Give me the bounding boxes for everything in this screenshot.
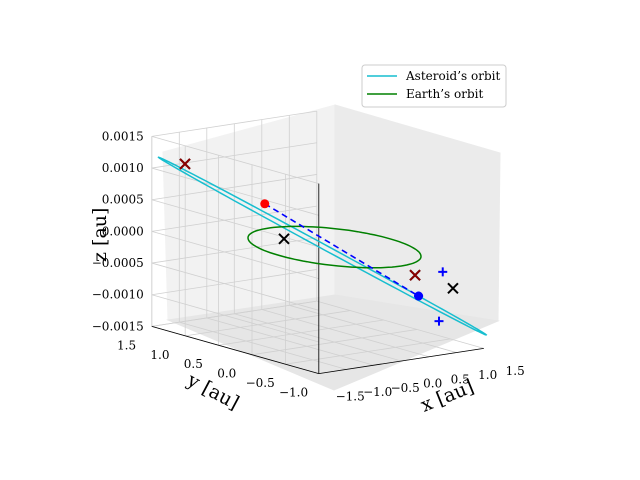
legend-frame [361,64,507,108]
x-tick-label: 0.0 [423,377,442,391]
y-tick-label: −1.0 [279,386,308,400]
grid-z-side [151,262,319,311]
marker-x [447,282,459,294]
grid-z-back [151,205,317,232]
x-tick-label: 1.5 [506,364,525,378]
marker-dot [414,291,424,301]
grid-z-side [151,294,319,343]
z-tick-label: 0.0010 [102,161,144,175]
grid-z-back [151,110,317,137]
marker-dot [260,199,270,209]
grid-x-floor [316,300,484,349]
plot-area [157,156,488,336]
grid-y-floor [218,319,384,346]
tick-labels: −1.5−1.0−0.5 0.0 0.5 1.0 1.5−1.0−0.50.00.51.… [92,129,525,403]
grid-z-side [151,231,319,280]
x-tick-label: 0.5 [451,372,470,386]
z-tick-label: 0.0005 [102,193,144,207]
marker-x [409,269,421,281]
y-tick-label: −0.5 [246,376,275,390]
marker-plus [434,316,444,326]
z-axis-label: z [au] [89,208,111,262]
grid-z-back [151,237,317,264]
axis-lines [151,183,484,375]
grid-y-floor [251,329,418,356]
marker-x [179,158,191,170]
grid-y-floor [185,310,351,337]
x-axis-line [318,347,484,375]
marker-plus [438,267,448,277]
z-tick-label: −0.0005 [92,256,144,270]
x-tick-label: 1.0 [478,368,497,382]
z-tick-label: −0.0010 [92,288,144,302]
grid-z-side [151,167,319,216]
z-tick-label: −0.0015 [92,319,144,333]
grid-z-side [151,199,319,248]
z-tick-label: 0.0015 [102,129,144,143]
marker-x [278,233,290,245]
y-tick-label: 0.0 [217,367,236,381]
legend-label-earth: Earth’s orbit [406,87,483,101]
y-tick-label: 0.5 [184,357,203,371]
z-tick-label: 0.0000 [102,224,144,238]
x-tick-label: −1.0 [363,385,392,399]
grid-z-back [151,174,317,201]
grid-z-back [151,300,317,327]
grid-x-floor [206,317,374,366]
grid-x-floor [261,309,429,358]
grid-z-side [151,136,319,185]
legend: Asteroid’s orbit Earth’s orbit [361,64,507,108]
y-axis-line [151,326,319,375]
x-tick-label: −0.5 [391,381,420,395]
legend-label-asteroid: Asteroid’s orbit [405,69,500,83]
grid-z-back [151,269,317,296]
grid-x-floor [289,304,457,353]
back-pane-xz [334,104,501,322]
grid-y-floor [285,338,451,365]
x-tick-label: −1.5 [336,389,365,403]
y-tick-label: 1.0 [150,348,169,362]
y-tick-label: 1.5 [117,338,136,352]
grid-x-floor [234,313,402,362]
grid-z-back [151,142,317,169]
